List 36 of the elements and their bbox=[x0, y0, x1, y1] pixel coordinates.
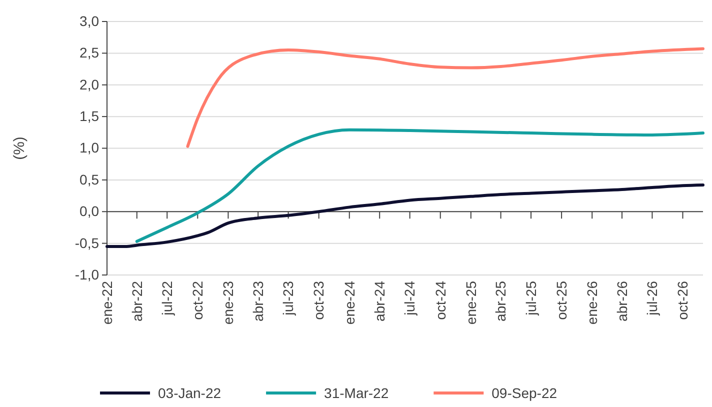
legend-label: 09-Sep-22 bbox=[492, 384, 558, 401]
x-tick-label: oct-23 bbox=[310, 280, 327, 320]
x-tick-label: abr-25 bbox=[492, 280, 509, 322]
x-tick-label: ene-24 bbox=[341, 280, 358, 325]
y-tick-label: 0,5 bbox=[80, 171, 100, 188]
x-tick-label: jul-25 bbox=[522, 280, 539, 316]
x-tick-label: abr-26 bbox=[614, 280, 630, 322]
x-tick-label: oct-26 bbox=[674, 280, 691, 320]
legend-label: 03-Jan-22 bbox=[158, 384, 222, 401]
x-tick-label: oct-25 bbox=[553, 280, 570, 320]
y-tick-label: -0,5 bbox=[74, 234, 100, 251]
y-tick-label: 2,0 bbox=[80, 76, 100, 92]
line-series bbox=[106, 184, 704, 248]
x-tick-label: abr-23 bbox=[250, 280, 266, 322]
y-tick-label: -1,0 bbox=[74, 266, 100, 282]
x-tick-label: ene-23 bbox=[220, 280, 236, 325]
line-series bbox=[135, 128, 704, 243]
x-tick-label: oct-24 bbox=[432, 280, 448, 320]
x-tick-label: ene-26 bbox=[584, 280, 600, 325]
y-axis-title: (%) bbox=[11, 136, 28, 160]
x-tick-label: ene-25 bbox=[462, 280, 479, 325]
line-series bbox=[186, 47, 704, 148]
y-tick-label: 0,0 bbox=[80, 203, 100, 220]
x-tick-label: jul-26 bbox=[644, 280, 660, 316]
y-tick-label: 2,5 bbox=[80, 44, 100, 61]
y-tick-label: 1,0 bbox=[80, 140, 100, 156]
x-tick-label: oct-22 bbox=[190, 280, 206, 320]
x-tick-label: abr-22 bbox=[128, 280, 145, 322]
x-tick-label: abr-24 bbox=[372, 280, 388, 322]
legend-label: 31-Mar-22 bbox=[324, 384, 389, 401]
x-tick-label: jul-24 bbox=[402, 280, 418, 316]
y-tick-label: 1,5 bbox=[80, 108, 100, 124]
x-tick-label: jul-22 bbox=[159, 280, 175, 316]
x-tick-label: ene-22 bbox=[98, 280, 115, 325]
y-tick-label: 3,0 bbox=[80, 12, 100, 29]
x-tick-label: jul-23 bbox=[280, 280, 296, 316]
